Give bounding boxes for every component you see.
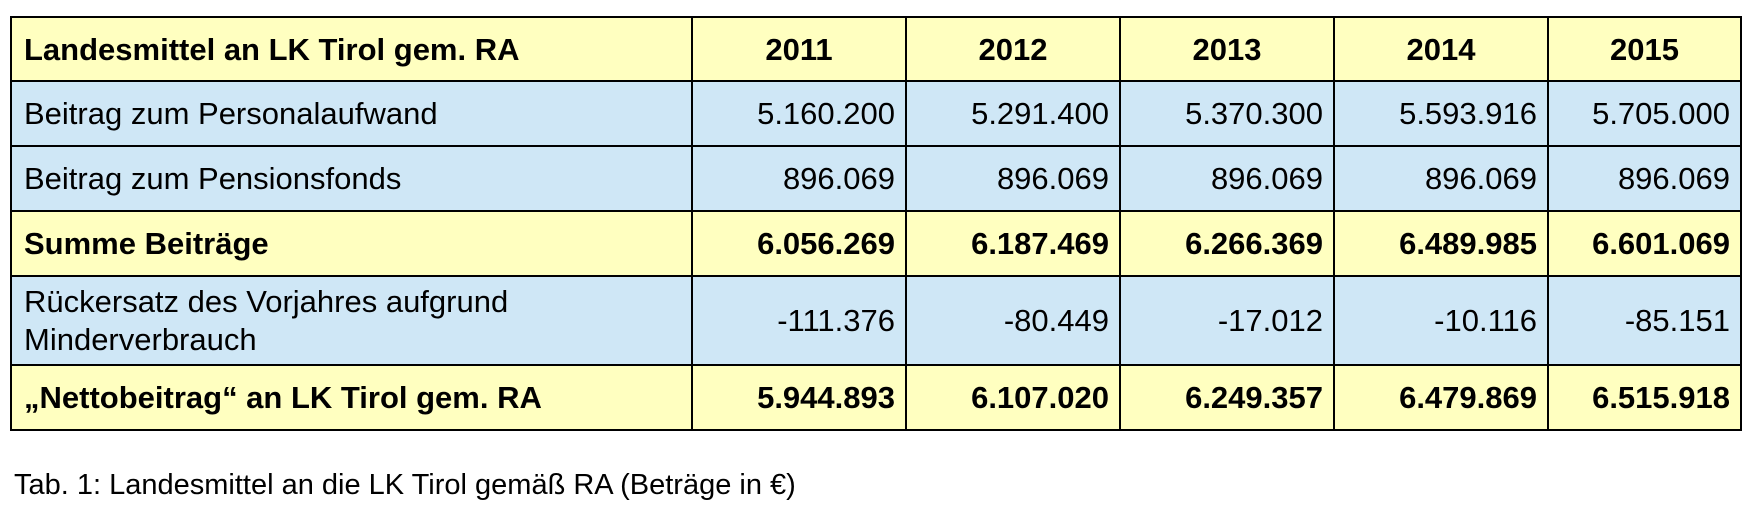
value-cell: 6.489.985 (1333, 210, 1549, 277)
value-cell: 6.601.069 (1547, 210, 1742, 277)
value-cell: 6.249.357 (1119, 364, 1335, 431)
value-cell: 896.069 (1547, 145, 1742, 212)
value-cell: 896.069 (905, 145, 1121, 212)
row-label: „Nettobeitrag“ an LK Tirol gem. RA (10, 364, 693, 431)
value-cell: -85.151 (1547, 275, 1742, 366)
table-row-nettobeitrag: „Nettobeitrag“ an LK Tirol gem. RA 5.944… (10, 364, 1742, 431)
header-year-2013: 2013 (1119, 16, 1335, 82)
table-row-personalaufwand: Beitrag zum Personalaufwand 5.160.200 5.… (10, 80, 1742, 147)
table-row-pensionsfonds: Beitrag zum Pensionsfonds 896.069 896.06… (10, 145, 1742, 212)
budget-table: Landesmittel an LK Tirol gem. RA 2011 20… (10, 16, 1742, 431)
table-row-summe: Summe Beiträge 6.056.269 6.187.469 6.266… (10, 210, 1742, 277)
value-cell: 6.187.469 (905, 210, 1121, 277)
value-cell: 5.291.400 (905, 80, 1121, 147)
row-label: Beitrag zum Pensionsfonds (10, 145, 693, 212)
value-cell: 6.107.020 (905, 364, 1121, 431)
value-cell: -17.012 (1119, 275, 1335, 366)
row-label: Beitrag zum Personalaufwand (10, 80, 693, 147)
header-label-cell: Landesmittel an LK Tirol gem. RA (10, 16, 693, 82)
header-year-2015: 2015 (1547, 16, 1742, 82)
value-cell: 896.069 (1333, 145, 1549, 212)
value-cell: 896.069 (1119, 145, 1335, 212)
value-cell: -10.116 (1333, 275, 1549, 366)
value-cell: 6.479.869 (1333, 364, 1549, 431)
header-year-2011: 2011 (691, 16, 907, 82)
value-cell: 5.160.200 (691, 80, 907, 147)
value-cell: 5.705.000 (1547, 80, 1742, 147)
value-cell: -80.449 (905, 275, 1121, 366)
value-cell: 6.266.369 (1119, 210, 1335, 277)
value-cell: 6.515.918 (1547, 364, 1742, 431)
value-cell: 896.069 (691, 145, 907, 212)
value-cell: 6.056.269 (691, 210, 907, 277)
table-header-row: Landesmittel an LK Tirol gem. RA 2011 20… (10, 16, 1742, 82)
value-cell: 5.370.300 (1119, 80, 1335, 147)
value-cell: 5.944.893 (691, 364, 907, 431)
table-container: Landesmittel an LK Tirol gem. RA 2011 20… (10, 16, 1742, 431)
header-year-2014: 2014 (1333, 16, 1549, 82)
value-cell: -111.376 (691, 275, 907, 366)
value-cell: 5.593.916 (1333, 80, 1549, 147)
row-label: Rückersatz des Vorjahres aufgrund Minder… (10, 275, 693, 366)
header-year-2012: 2012 (905, 16, 1121, 82)
row-label: Summe Beiträge (10, 210, 693, 277)
table-row-rueckersatz: Rückersatz des Vorjahres aufgrund Minder… (10, 275, 1742, 366)
table-caption: Tab. 1: Landesmittel an die LK Tirol gem… (14, 469, 796, 501)
